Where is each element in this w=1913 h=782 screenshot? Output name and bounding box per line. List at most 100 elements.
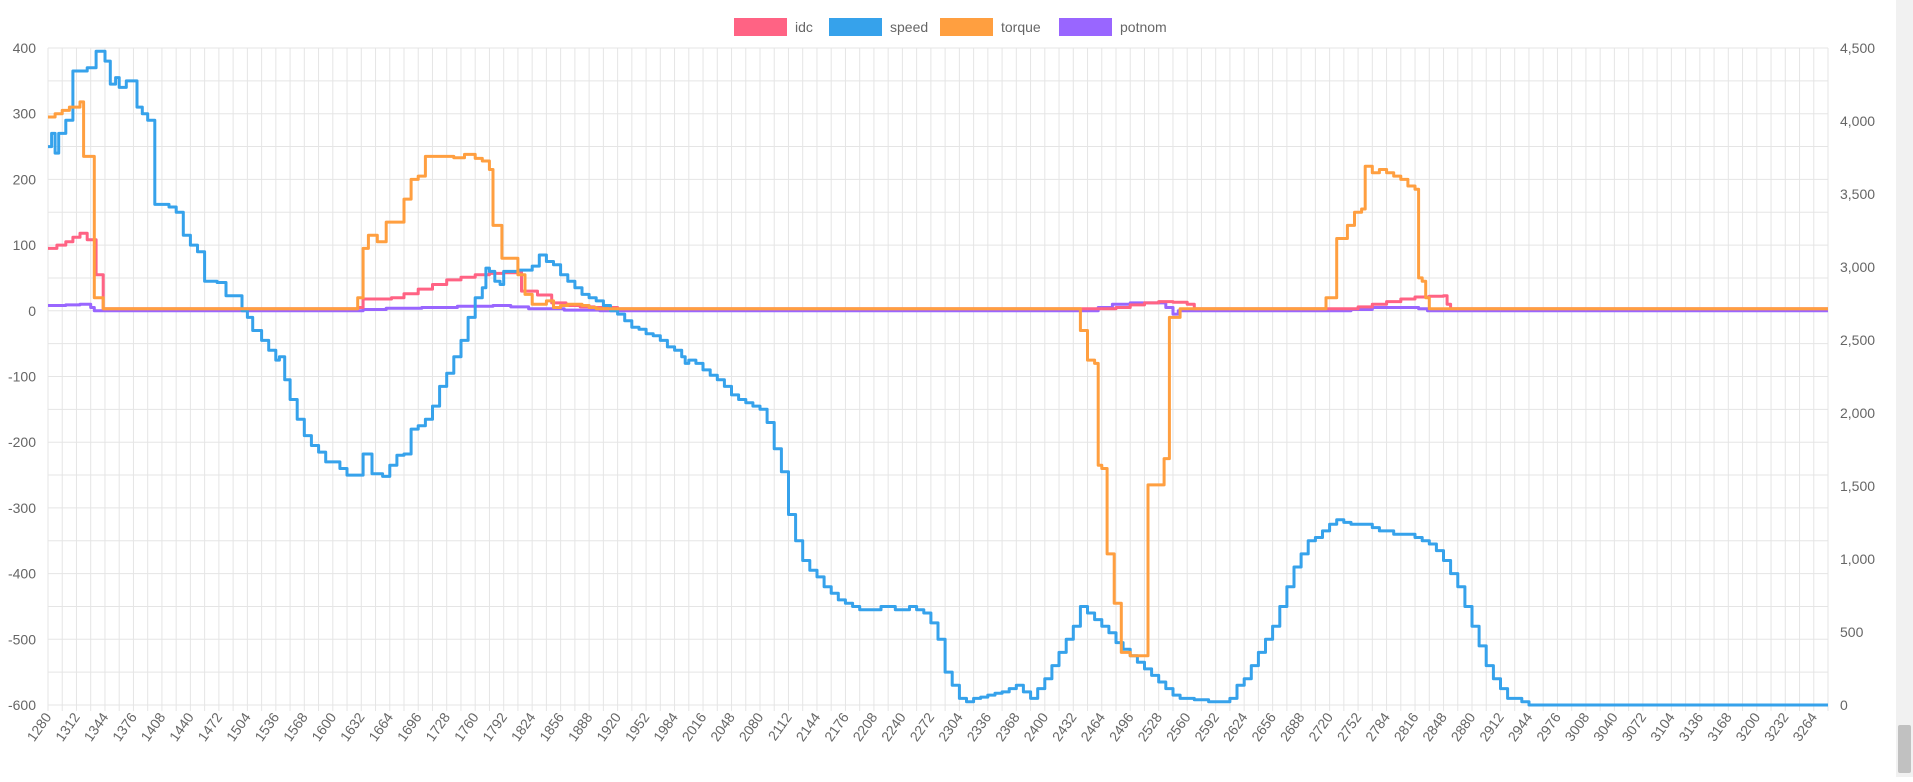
y-left-tick-label: 200 xyxy=(13,171,37,187)
x-tick-label: 2560 xyxy=(1163,709,1194,744)
x-tick-label: 2752 xyxy=(1334,709,1365,744)
y-left-tick-label: 400 xyxy=(13,40,37,56)
x-tick-label: 2496 xyxy=(1106,709,1137,744)
x-tick-label: 2816 xyxy=(1391,709,1422,744)
legend-swatch-potnom xyxy=(1059,18,1112,36)
x-tick-label: 2848 xyxy=(1419,709,1450,744)
x-tick-label: 1792 xyxy=(479,709,510,744)
x-tick-label: 3008 xyxy=(1561,709,1592,744)
y-left-tick-label: -200 xyxy=(8,434,36,450)
legend-item-torque[interactable]: torque xyxy=(940,18,1041,36)
legend-item-potnom[interactable]: potnom xyxy=(1059,18,1167,36)
x-tick-label: 1408 xyxy=(137,709,168,744)
y-right-tick-label: 2,500 xyxy=(1840,332,1875,348)
x-tick-label: 1696 xyxy=(394,709,425,744)
y-right-tick-label: 4,500 xyxy=(1840,40,1875,56)
series-line-idc xyxy=(48,231,1828,311)
legend-swatch-speed xyxy=(829,18,882,36)
x-tick-label: 2112 xyxy=(765,709,795,743)
x-tick-label: 3072 xyxy=(1618,709,1649,744)
legend[interactable]: idc speed torque potnom xyxy=(734,18,1167,36)
y-left-tick-label: -100 xyxy=(8,369,36,385)
x-tick-label: 1856 xyxy=(536,709,567,744)
x-tick-label: 1312 xyxy=(52,709,83,744)
x-tick-label: 1472 xyxy=(194,709,225,744)
x-tick-label: 2016 xyxy=(679,709,710,744)
x-tick-label: 2208 xyxy=(849,709,880,744)
y-left-tick-label: 100 xyxy=(13,237,37,253)
x-tick-label: 1984 xyxy=(650,709,681,744)
x-tick-label: 2944 xyxy=(1504,709,1535,744)
x-tick-label: 2464 xyxy=(1077,709,1108,744)
x-tick-label: 3168 xyxy=(1704,709,1735,744)
x-tick-label: 1600 xyxy=(308,709,339,744)
x-tick-label: 2080 xyxy=(735,709,766,744)
x-tick-label: 2720 xyxy=(1305,709,1336,744)
legend-label-speed: speed xyxy=(890,19,928,35)
y-left-tick-label: -500 xyxy=(8,631,36,647)
legend-item-idc[interactable]: idc xyxy=(734,18,813,36)
x-tick-label: 2592 xyxy=(1191,709,1222,744)
x-tick-label: 2272 xyxy=(906,709,937,744)
x-tick-label: 3232 xyxy=(1761,709,1792,744)
x-tick-label: 1664 xyxy=(365,709,396,744)
x-tick-label: 1728 xyxy=(422,709,453,744)
x-tick-label: 3200 xyxy=(1732,709,1763,744)
series-line-torque xyxy=(48,100,1828,658)
legend-swatch-torque xyxy=(940,18,993,36)
x-tick-label: 2624 xyxy=(1220,709,1251,744)
x-tick-label: 2368 xyxy=(992,709,1023,744)
x-tick-label: 1504 xyxy=(223,709,254,744)
gridlines xyxy=(47,47,1829,711)
scrollbar-thumb[interactable] xyxy=(1898,725,1911,773)
legend-item-speed[interactable]: speed xyxy=(829,18,928,36)
y-right-tick-label: 3,000 xyxy=(1840,259,1875,275)
y-left-tick-label: -400 xyxy=(8,566,36,582)
y-left-tick-label: 300 xyxy=(13,106,37,122)
x-tick-label: 2336 xyxy=(963,709,994,744)
x-tick-label: 1760 xyxy=(451,709,482,744)
x-tick-label: 1952 xyxy=(622,709,653,744)
x-tick-label: 2176 xyxy=(821,709,852,744)
x-tick-label: 2656 xyxy=(1248,709,1279,744)
x-tick-label: 2432 xyxy=(1049,709,1080,744)
x-tick-label: 3040 xyxy=(1590,709,1621,744)
x-tick-label: 2048 xyxy=(707,709,738,744)
x-tick-label: 2400 xyxy=(1020,709,1051,744)
y-right-tick-label: 1,000 xyxy=(1840,551,1875,567)
x-tick-label: 2528 xyxy=(1134,709,1165,744)
y-right-tick-label: 4,000 xyxy=(1840,113,1875,129)
y-left-tick-label: -300 xyxy=(8,500,36,516)
x-tick-label: 1344 xyxy=(80,709,111,744)
x-tick-label: 1568 xyxy=(280,709,311,744)
x-tick-label: 1888 xyxy=(565,709,596,744)
x-tick-label: 2784 xyxy=(1362,709,1393,744)
legend-swatch-idc xyxy=(734,18,787,36)
y-right-tick-label: 0 xyxy=(1840,697,1848,713)
x-tick-label: 2240 xyxy=(878,709,909,744)
x-tick-label: 1376 xyxy=(109,709,140,744)
x-tick-label: 2304 xyxy=(935,709,966,744)
x-tick-label: 3136 xyxy=(1675,709,1706,744)
series-line-speed xyxy=(48,49,1828,707)
y-right-tick-label: 1,500 xyxy=(1840,478,1875,494)
x-tick-label: 1440 xyxy=(166,709,197,744)
series-lines xyxy=(48,49,1828,707)
x-tick-label: 1920 xyxy=(593,709,624,744)
x-tick-label: 3104 xyxy=(1647,709,1678,744)
y-left-tick-label: 0 xyxy=(28,303,36,319)
y-left-tick-label: -600 xyxy=(8,697,36,713)
x-tick-label: 1632 xyxy=(337,709,368,744)
legend-label-torque: torque xyxy=(1001,19,1041,35)
x-tick-label: 2144 xyxy=(792,709,823,744)
x-tick-label: 2976 xyxy=(1533,709,1564,744)
x-tick-label: 2912 xyxy=(1476,709,1507,744)
legend-label-idc: idc xyxy=(795,19,813,35)
legend-label-potnom: potnom xyxy=(1120,19,1167,35)
x-tick-label: 1280 xyxy=(23,709,54,744)
vertical-scrollbar[interactable] xyxy=(1896,0,1913,777)
x-tick-label: 2688 xyxy=(1277,709,1308,744)
x-tick-label: 3264 xyxy=(1789,709,1820,744)
y-right-tick-label: 2,000 xyxy=(1840,405,1875,421)
